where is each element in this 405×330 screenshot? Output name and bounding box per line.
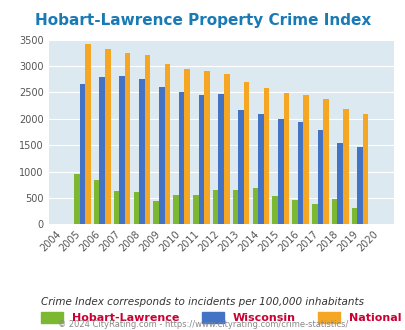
Bar <box>218 94 224 224</box>
Bar <box>85 44 91 224</box>
Bar <box>317 130 322 224</box>
Bar <box>79 84 85 224</box>
Bar <box>193 195 198 224</box>
Text: © 2024 CityRating.com - https://www.cityrating.com/crime-statistics/: © 2024 CityRating.com - https://www.city… <box>58 320 347 329</box>
Bar <box>272 196 277 224</box>
Bar <box>311 204 317 224</box>
Bar <box>113 191 119 224</box>
Bar <box>283 93 288 224</box>
Bar <box>119 76 125 224</box>
Bar <box>173 195 178 224</box>
Bar <box>99 77 105 224</box>
Bar <box>362 114 367 224</box>
Bar <box>303 94 308 224</box>
Bar <box>139 79 144 224</box>
Bar <box>331 199 337 224</box>
Bar <box>74 174 79 224</box>
Bar <box>212 189 218 224</box>
Text: Crime Index corresponds to incidents per 100,000 inhabitants: Crime Index corresponds to incidents per… <box>41 297 364 307</box>
Bar <box>224 75 229 224</box>
Bar <box>243 82 249 224</box>
Bar <box>105 49 110 224</box>
Bar <box>164 64 170 224</box>
Bar <box>337 143 342 224</box>
Text: Hobart-Lawrence Property Crime Index: Hobart-Lawrence Property Crime Index <box>35 13 370 28</box>
Bar <box>238 110 243 224</box>
Bar <box>322 99 328 224</box>
Bar <box>153 201 159 224</box>
Bar <box>351 208 356 224</box>
Legend: Hobart-Lawrence, Wisconsin, National: Hobart-Lawrence, Wisconsin, National <box>36 308 405 328</box>
Bar <box>342 109 348 224</box>
Bar <box>125 53 130 224</box>
Bar <box>356 147 362 224</box>
Bar <box>133 192 139 224</box>
Bar <box>204 71 209 224</box>
Bar <box>263 88 269 224</box>
Bar <box>258 114 263 224</box>
Bar <box>252 188 258 224</box>
Bar <box>144 55 150 224</box>
Bar <box>159 87 164 224</box>
Bar <box>178 92 184 224</box>
Bar <box>297 122 303 224</box>
Bar <box>292 200 297 224</box>
Bar <box>94 180 99 224</box>
Bar <box>198 94 204 224</box>
Bar <box>184 69 190 224</box>
Bar <box>232 190 238 224</box>
Bar <box>277 119 283 224</box>
